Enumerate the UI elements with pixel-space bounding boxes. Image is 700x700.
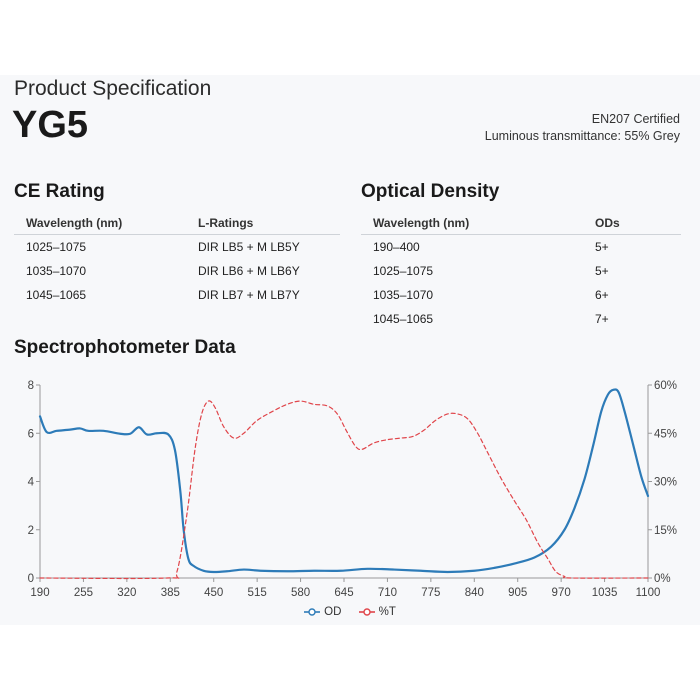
od-cell: 6+: [595, 288, 609, 302]
legend-swatch-od: [304, 608, 321, 616]
od-cell: 5+: [595, 264, 609, 278]
legend-label-t: %T: [378, 606, 396, 618]
y-right-tick-label: 15%: [654, 525, 677, 537]
chart-title: Spectrophotometer Data: [14, 337, 236, 358]
series-line-od: [38, 388, 650, 574]
y-right-tick-label: 30%: [654, 477, 677, 489]
od-cell: 5+: [595, 240, 609, 254]
x-tick-label: 450: [204, 587, 223, 599]
table-row: 1025–1075 DIR LB5 + M LB5Y: [14, 235, 340, 260]
spec-sheet: [0, 75, 700, 625]
ce-cell: DIR LB6 + M LB6Y: [198, 264, 300, 278]
y-right-tick-label: 45%: [654, 428, 677, 440]
od-cell: 190–400: [373, 240, 420, 254]
y-right-tick-label: 0%: [654, 573, 671, 585]
x-tick-label: 970: [552, 587, 571, 599]
product-label: Product Specification: [14, 77, 212, 100]
legend-swatch-t: [358, 608, 375, 616]
y-left-tick-label: 8: [28, 380, 34, 392]
od-cell: 1035–1070: [373, 288, 434, 302]
od-col-ods: ODs: [583, 212, 681, 235]
optical-density-title: Optical Density: [361, 181, 500, 202]
od-cell: 1045–1065: [373, 312, 434, 326]
ce-rating-table: Wavelength (nm) L-Ratings 1025–1075 DIR …: [14, 212, 340, 307]
x-tick-label: 580: [291, 587, 310, 599]
x-tick-label: 840: [465, 587, 484, 599]
table-row: 1025–1075 5+: [361, 259, 681, 283]
product-name: YG5: [12, 104, 89, 146]
series-line-transmittance: [39, 400, 649, 580]
y-left-tick-label: 6: [28, 428, 34, 440]
ce-col-lratings: L-Ratings: [186, 212, 340, 235]
x-tick-label: 1100: [636, 587, 661, 599]
table-row: 1045–1065 7+: [361, 307, 681, 331]
y-left-tick-label: 2: [28, 525, 34, 537]
x-tick-label: 1035: [592, 587, 618, 599]
y-left-tick-label: 0: [28, 573, 34, 585]
certification-block: EN207 Certified Luminous transmittance: …: [485, 111, 680, 145]
y-right-tick-label: 60%: [654, 380, 677, 392]
legend-label-od: OD: [324, 606, 342, 618]
optical-density-table: Wavelength (nm) ODs 190–400 5+ 1025–1075…: [361, 212, 681, 331]
ce-rating-title: CE Rating: [14, 181, 105, 202]
ce-cell: 1035–1070: [26, 264, 87, 278]
x-tick-label: 255: [74, 587, 93, 599]
x-tick-label: 320: [117, 587, 136, 599]
table-row: 190–400 5+: [361, 235, 681, 260]
ce-cell: DIR LB5 + M LB5Y: [198, 240, 300, 254]
ce-cell: 1025–1075: [26, 240, 87, 254]
x-tick-label: 190: [30, 587, 49, 599]
legend-item-od[interactable]: OD: [304, 606, 341, 618]
transmittance-text: Luminous transmittance: 55% Grey: [484, 129, 680, 143]
table-row: 1035–1070 DIR LB6 + M LB6Y: [14, 259, 340, 283]
x-tick-label: 385: [161, 587, 180, 599]
od-cell: 1025–1075: [373, 264, 434, 278]
spectrophotometer-chart: 190 255 320 385 450 515 580 645 710 775 840 905 970 1…: [28, 380, 677, 599]
x-tick-label: 905: [508, 587, 527, 599]
y-left-tick-label: 4: [28, 477, 35, 489]
chart-legend: OD %T: [0, 606, 700, 620]
x-tick-label: 645: [334, 587, 353, 599]
x-tick-label: 775: [421, 587, 440, 599]
table-row: 1035–1070 6+: [361, 283, 681, 307]
table-row: 1045–1065 DIR LB7 + M LB7Y: [14, 283, 340, 307]
certification-text: EN207 Certified: [591, 112, 680, 126]
x-tick-label: 710: [378, 587, 397, 599]
x-tick-label: 515: [248, 587, 267, 599]
legend-item-t[interactable]: %T: [358, 606, 396, 618]
ce-cell: 1045–1065: [26, 288, 87, 302]
ce-col-wavelength: Wavelength (nm): [14, 212, 186, 235]
od-cell: 7+: [595, 312, 609, 326]
od-col-wavelength: Wavelength (nm): [361, 212, 583, 235]
ce-cell: DIR LB7 + M LB7Y: [198, 288, 300, 302]
